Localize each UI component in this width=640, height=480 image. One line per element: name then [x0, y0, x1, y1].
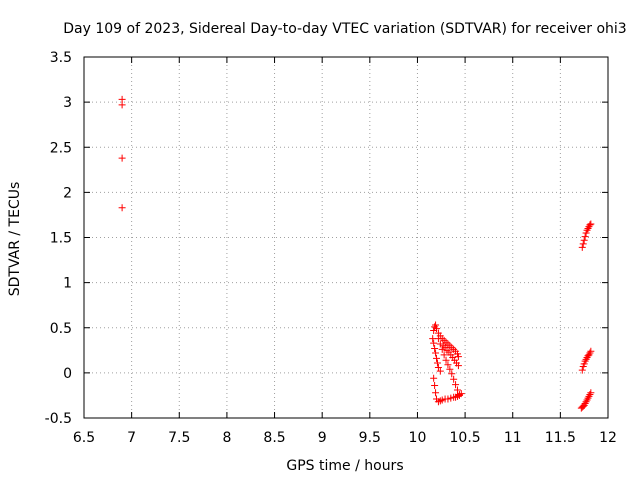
x-tick-label: 11 — [504, 430, 522, 446]
data-point — [436, 340, 444, 348]
data-point — [431, 323, 439, 331]
data-point — [436, 367, 444, 375]
data-point — [454, 362, 462, 370]
data-point — [587, 389, 595, 397]
data-point — [581, 233, 589, 241]
data-point — [447, 394, 455, 402]
data-point — [584, 394, 592, 402]
data-points — [118, 95, 595, 412]
data-point — [433, 359, 441, 367]
data-point — [586, 391, 594, 399]
data-point — [444, 395, 452, 403]
series-group-7h — [118, 95, 126, 212]
data-point — [430, 326, 438, 334]
data-point — [444, 361, 452, 369]
data-point — [434, 363, 442, 371]
data-point — [583, 226, 591, 234]
data-point — [438, 396, 446, 404]
data-point — [582, 398, 590, 406]
data-point — [438, 345, 446, 353]
data-point — [580, 401, 588, 409]
data-point — [431, 345, 439, 353]
y-tick-label: 0.5 — [50, 321, 72, 337]
y-tick-label: 1 — [63, 276, 72, 292]
data-point — [448, 370, 456, 378]
data-point — [118, 204, 126, 212]
x-tick-label: 7.5 — [168, 430, 190, 446]
grid-lines — [84, 57, 608, 418]
data-point — [440, 336, 448, 344]
data-point — [578, 366, 586, 374]
x-tick-label: 6.5 — [73, 430, 95, 446]
data-point — [433, 325, 441, 333]
x-tick-label: 8 — [222, 430, 231, 446]
data-point — [586, 349, 594, 357]
plot-frame — [83, 56, 609, 419]
data-point — [585, 392, 593, 400]
y-tick-label: 2.5 — [50, 140, 72, 156]
x-tick-label: 9.5 — [359, 430, 381, 446]
data-point — [430, 374, 438, 382]
data-point — [450, 375, 458, 383]
y-tick-label: -0.5 — [45, 411, 72, 427]
x-tick-label: 8.5 — [263, 430, 285, 446]
data-point — [442, 356, 450, 364]
tick-labels: 6.5 7 7.5 8 8.5 9 9.5 10 10.5 11 11.5 12-0.500.511.… — [45, 50, 617, 446]
y-axis-label: SDTVAR / TECUs — [7, 182, 23, 297]
y-tick-label: 3.5 — [50, 50, 72, 66]
data-point — [440, 351, 448, 359]
data-point — [436, 397, 444, 405]
data-point — [582, 355, 590, 363]
data-point — [586, 221, 594, 229]
data-point — [585, 351, 593, 359]
data-point — [454, 353, 462, 361]
series-track-a — [430, 374, 465, 406]
y-tick-label: 1.5 — [50, 231, 72, 247]
data-point — [432, 321, 440, 329]
data-point — [446, 365, 454, 373]
data-point — [580, 236, 588, 244]
x-axis-label: GPS time / hours — [286, 458, 403, 474]
x-tick-label: 12 — [599, 430, 617, 446]
x-tick-label: 9 — [318, 430, 327, 446]
series-track-c — [429, 335, 444, 375]
data-point — [118, 154, 126, 162]
data-point — [587, 220, 595, 228]
x-tick-label: 10 — [409, 430, 427, 446]
data-point — [432, 349, 440, 357]
chart-title: Day 109 of 2023, Sidereal Day-to-day VTE… — [63, 21, 626, 37]
x-tick-label: 7 — [127, 430, 136, 446]
series-track-g — [578, 347, 595, 374]
data-point — [581, 357, 589, 365]
axes — [83, 56, 609, 419]
data-point — [452, 381, 460, 389]
data-point — [118, 101, 126, 109]
series-track-f — [578, 220, 595, 251]
data-point — [453, 386, 461, 394]
data-point — [433, 354, 441, 362]
data-point — [430, 339, 438, 347]
data-point — [431, 382, 439, 390]
data-point — [578, 243, 586, 251]
series-track-e — [439, 342, 462, 370]
y-tick-label: 0 — [63, 366, 72, 382]
data-point — [432, 389, 440, 397]
series-track-h — [577, 389, 595, 412]
x-tick-label: 11.5 — [545, 430, 576, 446]
x-tick-label: 10.5 — [450, 430, 481, 446]
data-point — [434, 335, 442, 343]
y-tick-label: 3 — [63, 95, 72, 111]
data-point — [455, 391, 463, 399]
data-point — [581, 400, 589, 408]
data-point — [584, 224, 592, 232]
data-point — [579, 240, 587, 248]
data-point — [583, 396, 591, 404]
series-track-d — [434, 335, 463, 399]
y-tick-label: 2 — [63, 185, 72, 201]
data-point — [587, 347, 595, 355]
